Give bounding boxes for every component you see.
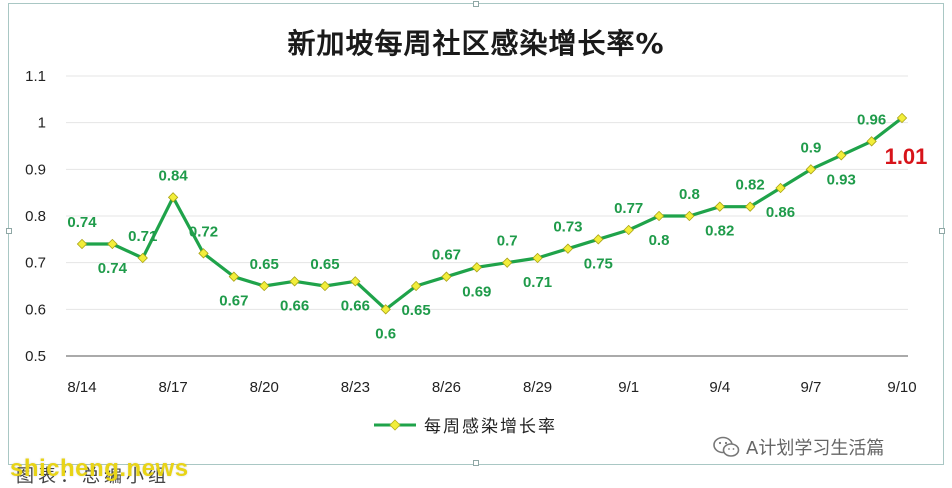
data-point bbox=[866, 136, 877, 147]
resize-handle-left[interactable] bbox=[6, 228, 12, 234]
data-label: 0.71 bbox=[523, 274, 552, 291]
resize-handle-right[interactable] bbox=[939, 228, 945, 234]
resize-handle-bottom[interactable] bbox=[473, 460, 479, 466]
data-label: 0.74 bbox=[98, 260, 128, 277]
wechat-icon bbox=[713, 436, 740, 457]
data-point bbox=[562, 243, 574, 254]
data-label: 0.73 bbox=[553, 219, 582, 236]
data-label: 0.75 bbox=[584, 255, 613, 272]
x-tick-label: 9/10 bbox=[887, 379, 916, 396]
data-label: 1.01 bbox=[885, 144, 928, 169]
data-point bbox=[289, 276, 300, 287]
x-tick-label: 9/1 bbox=[618, 379, 639, 396]
y-tick-label: 0.7 bbox=[25, 255, 46, 272]
y-tick-label: 0.8 bbox=[25, 208, 46, 225]
chart-frame bbox=[6, 1, 945, 466]
legend: 每周感染增长率 bbox=[372, 412, 557, 437]
data-point bbox=[137, 252, 148, 264]
data-label: 0.66 bbox=[280, 297, 309, 314]
data-point bbox=[502, 257, 513, 268]
data-point bbox=[319, 280, 331, 292]
data-label: 0.65 bbox=[310, 256, 339, 273]
data-label: 0.65 bbox=[250, 256, 279, 273]
chart-caption: 图表：总编小组 bbox=[16, 466, 170, 487]
data-point bbox=[167, 192, 179, 203]
data-label: 0.8 bbox=[679, 186, 700, 203]
data-label: 0.67 bbox=[219, 293, 248, 310]
data-point bbox=[410, 280, 422, 292]
data-label: 0.93 bbox=[827, 171, 856, 188]
data-label: 0.66 bbox=[341, 297, 370, 314]
x-tick-label: 8/23 bbox=[341, 379, 370, 396]
wechat-badge: A计划学习生活篇 bbox=[712, 434, 884, 460]
data-label: 0.84 bbox=[159, 167, 189, 184]
resize-handle-top[interactable] bbox=[473, 1, 479, 7]
x-tick-label: 8/29 bbox=[523, 379, 552, 396]
legend-label: 每周感染增长率 bbox=[424, 417, 557, 437]
watermark: shicheng.news bbox=[10, 455, 189, 482]
data-label: 0.69 bbox=[462, 283, 491, 300]
data-point bbox=[896, 112, 908, 124]
y-tick-label: 0.6 bbox=[25, 301, 46, 318]
data-point bbox=[198, 248, 209, 259]
y-tick-label: 1.1 bbox=[25, 68, 46, 85]
x-tick-label: 9/4 bbox=[709, 379, 730, 396]
chart-title: 新加坡每周社区感染增长率% bbox=[287, 27, 665, 60]
data-point bbox=[714, 201, 725, 212]
data-point bbox=[350, 276, 361, 287]
y-tick-label: 0.5 bbox=[25, 348, 46, 365]
data-point bbox=[259, 280, 270, 292]
data-point bbox=[775, 182, 786, 194]
data-point bbox=[623, 224, 634, 236]
y-tick-label: 0.9 bbox=[25, 161, 46, 178]
data-point bbox=[228, 271, 240, 282]
data-label: 0.86 bbox=[766, 204, 795, 221]
x-tick-label: 9/7 bbox=[800, 379, 821, 396]
data-point bbox=[532, 252, 543, 264]
data-point bbox=[836, 150, 847, 161]
data-label: 0.82 bbox=[705, 223, 734, 240]
data-point bbox=[441, 271, 452, 282]
data-label: 0.65 bbox=[401, 302, 430, 319]
data-point bbox=[744, 201, 756, 212]
x-tick-label: 8/14 bbox=[67, 379, 96, 396]
y-tick-label: 1 bbox=[38, 115, 46, 132]
legend-swatch bbox=[374, 418, 416, 431]
data-point bbox=[805, 164, 817, 175]
data-point bbox=[107, 238, 118, 250]
data-label: 0.82 bbox=[736, 177, 765, 194]
data-label: 0.9 bbox=[800, 139, 821, 156]
x-tick-label: 8/17 bbox=[159, 379, 188, 396]
data-label: 0.71 bbox=[128, 228, 157, 245]
x-tick-label: 8/26 bbox=[432, 379, 461, 396]
data-label: 0.77 bbox=[614, 200, 643, 217]
data-point bbox=[76, 238, 88, 250]
series-line bbox=[82, 116, 903, 311]
data-label: 0.67 bbox=[432, 247, 461, 264]
data-point bbox=[653, 210, 665, 222]
data-label: 0.96 bbox=[857, 111, 886, 128]
data-point bbox=[593, 234, 604, 245]
data-label: 0.74 bbox=[67, 214, 97, 231]
wechat-account-name: A计划学习生活篇 bbox=[746, 438, 885, 459]
data-label: 0.8 bbox=[649, 232, 670, 249]
data-label: 0.6 bbox=[375, 325, 396, 342]
data-point bbox=[471, 262, 482, 273]
data-point bbox=[684, 210, 695, 222]
data-label: 0.72 bbox=[189, 223, 218, 240]
x-tick-label: 8/20 bbox=[250, 379, 279, 396]
data-point bbox=[380, 304, 391, 315]
data-label: 0.7 bbox=[497, 233, 518, 250]
